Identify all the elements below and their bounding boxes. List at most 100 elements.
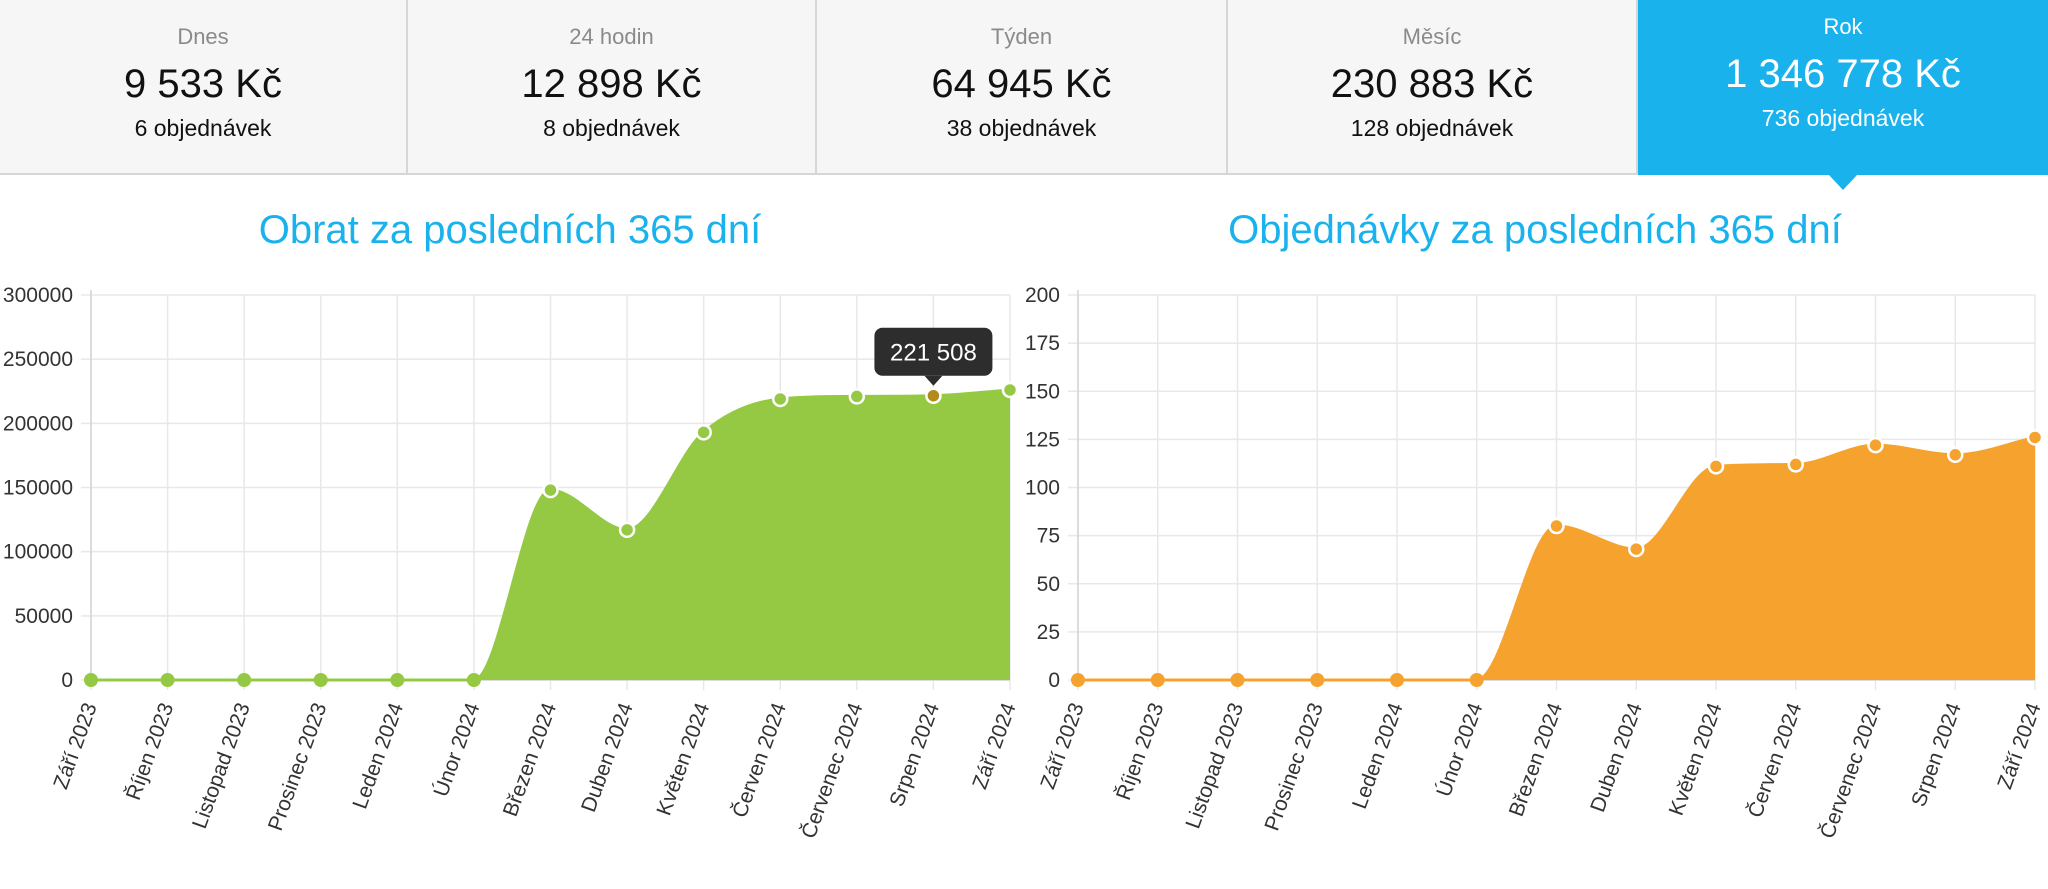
- orders-y-tick-label: 125: [1025, 428, 1060, 451]
- stat-orders: 38 objednávek: [946, 115, 1097, 141]
- orders-point: [1310, 673, 1325, 687]
- revenue-point: [925, 387, 942, 404]
- stat-amount: 9 533 Kč: [124, 62, 282, 106]
- orders-point: [1947, 446, 1964, 464]
- revenue-point: [695, 424, 712, 441]
- stat-label: Měsíc: [1402, 24, 1462, 49]
- orders-chart: 0 25 50 75 100 125 150 175 200 Září 2023 Říjen 202…: [1025, 284, 2046, 842]
- orders-x-tick-label: Březen 2024: [1505, 700, 1567, 820]
- revenue-x-tick-label: Září 2023: [49, 700, 101, 792]
- orders-point: [1867, 436, 1884, 454]
- revenue-x-tick-label: Leden 2024: [348, 700, 408, 812]
- orders-point: [2026, 429, 2044, 446]
- orders-x-tick-label: Listopad 2023: [1181, 700, 1248, 832]
- revenue-y-tick-label: 0: [61, 669, 73, 692]
- stat-orders: 736 objednávek: [1761, 105, 1925, 131]
- orders-x-tick-label: Květen 2024: [1665, 700, 1727, 819]
- revenue-point: [1001, 381, 1019, 399]
- tooltip-value: 221 508: [890, 340, 977, 367]
- revenue-y-tick-label: 100000: [3, 541, 73, 564]
- tooltip-arrow: [924, 375, 943, 386]
- stat-orders: 128 objednávek: [1350, 115, 1514, 141]
- orders-point: [1390, 673, 1404, 687]
- orders-x-tick-label: Srpen 2024: [1907, 700, 1966, 810]
- revenue-x-tick-label: Březen 2024: [499, 700, 561, 820]
- orders-y-tick-label: 200: [1025, 284, 1060, 307]
- stat-amount: 1 346 778 Kč: [1725, 52, 1961, 96]
- orders-point: [1628, 540, 1645, 558]
- orders-x-tick-label: Září 2023: [1036, 700, 1088, 792]
- revenue-x-tick-label: Červenec 2024: [797, 700, 867, 842]
- orders-x-tick-label: Leden 2024: [1348, 700, 1408, 812]
- revenue-x-tick-label: Únor 2024: [429, 700, 484, 800]
- orders-point: [1707, 458, 1725, 475]
- revenue-point: [390, 673, 405, 687]
- orders-x-tick-label: Září 2024: [1993, 700, 2045, 793]
- stat-amount: 12 898 Kč: [521, 62, 702, 106]
- revenue-x-tick-label: Červen 2024: [728, 700, 791, 821]
- revenue-point: [848, 388, 866, 405]
- stat-tab-month[interactable]: Měsíc 230 883 Kč 128 objednávek: [1228, 0, 1638, 175]
- orders-x-tick-label: Červen 2024: [1744, 700, 1807, 821]
- stat-label: Dnes: [177, 24, 229, 49]
- revenue-y-tick-label: 200000: [3, 412, 73, 435]
- orders-x-tick-label: Prosinec 2023: [1260, 700, 1328, 834]
- revenue-x-tick-label: Duben 2024: [577, 700, 638, 816]
- revenue-point: [237, 673, 252, 687]
- revenue-x-tick-label: Listopad 2023: [188, 700, 255, 832]
- stat-label: Rok: [1823, 14, 1863, 39]
- stat-amount: 230 883 Kč: [1330, 62, 1534, 106]
- revenue-point: [542, 481, 559, 499]
- stat-orders: 8 objednávek: [543, 115, 680, 141]
- revenue-area: [91, 389, 1010, 680]
- stats-bar: Dnes 9 533 Kč 6 objednávek 24 hodin 12 8…: [0, 0, 2048, 190]
- orders-y-tick-label: 150: [1025, 380, 1060, 403]
- stat-tab-today[interactable]: Dnes 9 533 Kč 6 objednávek: [0, 0, 408, 175]
- stat-orders: 6 objednávek: [134, 115, 272, 141]
- orders-point: [1150, 673, 1165, 687]
- revenue-point: [313, 673, 328, 687]
- stat-tab-year[interactable]: Rok 1 346 778 Kč 736 objednávek: [1638, 0, 2048, 190]
- stat-label: Týden: [990, 24, 1053, 49]
- orders-point: [1230, 673, 1245, 687]
- orders-y-tick-label: 75: [1037, 525, 1060, 548]
- orders-point: [1071, 673, 1085, 687]
- orders-y-tick-label: 50: [1037, 573, 1060, 596]
- orders-x-tick-label: Duben 2024: [1586, 700, 1647, 816]
- revenue-x-tick-label: Prosinec 2023: [264, 700, 332, 834]
- tooltip-box: [874, 327, 993, 376]
- revenue-y-tick-label: 50000: [15, 605, 73, 628]
- orders-x-tick-label: Říjen 2023: [1112, 700, 1168, 803]
- revenue-x-tick-label: Srpen 2024: [885, 700, 944, 810]
- orders-y-tick-label: 0: [1048, 669, 1060, 692]
- stat-label: 24 hodin: [569, 24, 654, 49]
- revenue-point: [618, 521, 636, 539]
- stat-tab-week[interactable]: Týden 64 945 Kč 38 objednávek: [817, 0, 1228, 175]
- stat-amount: 64 945 Kč: [931, 62, 1112, 106]
- revenue-x-tick-label: Květen 2024: [652, 700, 714, 819]
- stat-tab-24-hours[interactable]: 24 hodin 12 898 Kč 8 objednávek: [408, 0, 817, 175]
- revenue-y-tick-label: 250000: [3, 348, 73, 371]
- orders-area: [1078, 437, 2035, 680]
- orders-y-tick-label: 100: [1025, 477, 1060, 500]
- revenue-x-tick-label: Říjen 2023: [122, 700, 178, 803]
- orders-point: [1787, 456, 1804, 473]
- revenue-x-tick-label: Září 2024: [968, 700, 1020, 793]
- revenue-y-tick-label: 300000: [3, 284, 73, 307]
- revenue-point: [772, 390, 789, 408]
- orders-point: [1469, 673, 1484, 687]
- revenue-tooltip: 221 508: [874, 327, 993, 386]
- revenue-chart-title: Obrat za posledních 365 dní: [258, 208, 762, 252]
- orders-x-tick-label: Červenec 2024: [1816, 700, 1886, 842]
- revenue-point: [466, 673, 481, 687]
- revenue-point: [84, 673, 98, 687]
- orders-x-tick-label: Únor 2024: [1432, 700, 1487, 800]
- orders-y-tick-label: 25: [1037, 621, 1060, 644]
- orders-point: [1548, 517, 1565, 535]
- revenue-y-tick-label: 150000: [3, 477, 73, 500]
- orders-y-tick-label: 175: [1025, 332, 1060, 355]
- revenue-chart: 0 50000 100000 150000 200000 250000 300000 Září…: [3, 284, 1021, 842]
- revenue-point: [160, 673, 175, 687]
- orders-chart-title: Objednávky za posledních 365 dní: [1228, 208, 1842, 252]
